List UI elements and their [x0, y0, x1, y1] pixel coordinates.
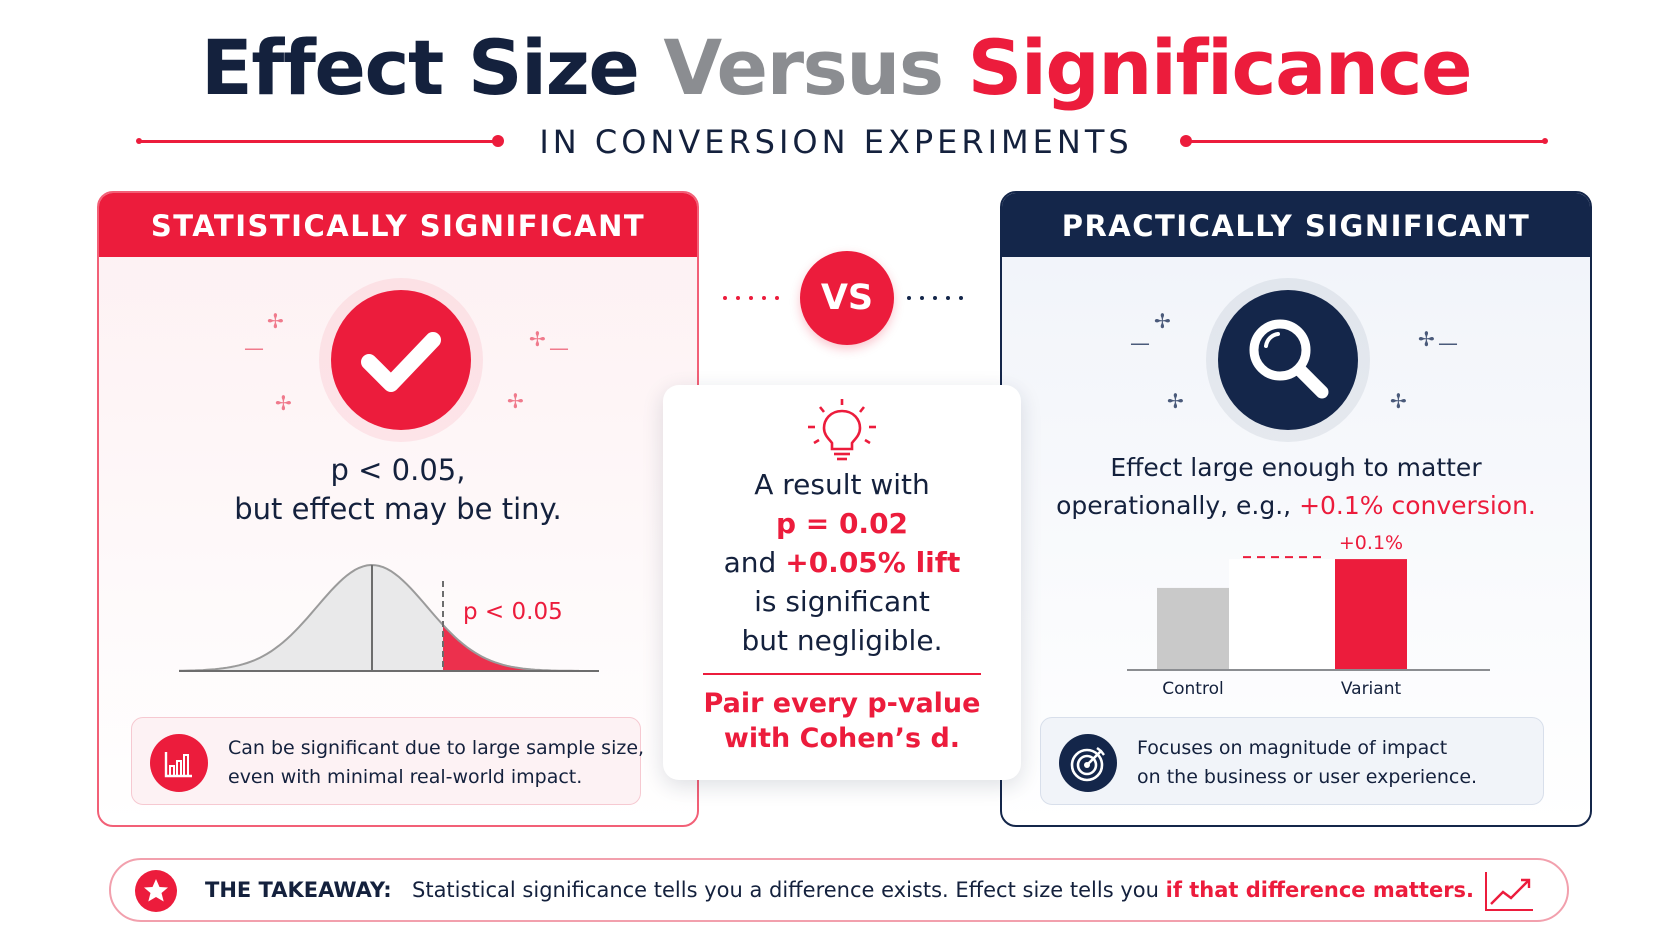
- bar-chart: Control Variant +0.1%: [1127, 532, 1490, 699]
- right-info-line-1: Focuses on magnitude of impact: [1137, 737, 1448, 759]
- title-part-1: Effect Size: [200, 23, 640, 112]
- rule-left: [139, 140, 499, 143]
- target-icon: [1059, 734, 1117, 792]
- center-divider: [703, 673, 981, 675]
- center-note: Pair every p-value with Cohen’s d.: [663, 686, 1021, 756]
- right-line-1: Effect large enough to matter: [1110, 453, 1482, 482]
- center-line-1: A result with: [754, 468, 930, 501]
- vs-badge: VS: [800, 251, 894, 345]
- sparkle-icon: ✢: [275, 391, 292, 415]
- subtitle-row: IN CONVERSION EXPERIMENTS: [0, 120, 1672, 164]
- bar-variant: [1335, 559, 1407, 670]
- sparkle-icon: ✢: [529, 327, 546, 351]
- dash-icon: —: [1130, 331, 1150, 355]
- center-example-card: A result with p = 0.02 and +0.05% lift i…: [663, 385, 1021, 780]
- practically-significant-panel: PRACTICALLY SIGNIFICANT ✢ — ✢ ✢ — ✢ Effe…: [1000, 191, 1592, 827]
- center-line-3-prefix: and: [723, 546, 777, 579]
- dots-right: [907, 296, 963, 300]
- left-panel-text: p < 0.05, but effect may be tiny.: [99, 451, 697, 529]
- magnifier-icon: [1218, 290, 1358, 430]
- dash-icon: —: [549, 336, 569, 360]
- bar-label-variant: Variant: [1341, 679, 1402, 699]
- right-panel-text: Effect large enough to matter operationa…: [1002, 449, 1590, 525]
- takeaway-main-text: Statistical significance tells you a dif…: [412, 878, 1159, 902]
- center-line-3-value: +0.05% lift: [785, 546, 961, 579]
- panel-header-left: STATISTICALLY SIGNIFICANT: [99, 193, 697, 257]
- right-line-2: operationally, e.g., +0.1% conversion.: [1002, 487, 1590, 525]
- lightbulb-icon: [808, 399, 876, 461]
- takeaway-label: THE TAKEAWAY:: [205, 878, 392, 902]
- star-icon: [135, 870, 177, 912]
- bar-chart-icon: [150, 734, 208, 792]
- title-part-2: Versus: [663, 23, 944, 112]
- center-text: A result with p = 0.02 and +0.05% lift i…: [663, 465, 1021, 660]
- dots-left: [723, 296, 779, 300]
- right-line-2-value: +0.1% conversion.: [1299, 491, 1536, 520]
- left-line-2: but effect may be tiny.: [234, 492, 562, 526]
- left-info-text: Can be significant due to large sample s…: [228, 734, 644, 792]
- dash-icon: —: [244, 336, 264, 360]
- rule-right: [1186, 140, 1546, 143]
- bar-annotation: +0.1%: [1339, 532, 1403, 554]
- bar-gap-highlight: [1229, 559, 1335, 670]
- rule-right-end: [1542, 138, 1548, 144]
- subtitle: IN CONVERSION EXPERIMENTS: [539, 123, 1133, 161]
- sparkle-icon: ✢: [1167, 389, 1184, 413]
- bar-control: [1157, 587, 1229, 670]
- sparkle-icon: ✢: [507, 389, 524, 413]
- statistically-significant-panel: STATISTICALLY SIGNIFICANT ✢ — ✢ ✢ — ✢ p …: [97, 191, 699, 827]
- center-line-5: but negligible.: [741, 624, 943, 657]
- center-note-line-2: with Cohen’s d.: [723, 723, 961, 754]
- center-line-2: p = 0.02: [775, 507, 909, 540]
- right-line-2-prefix: operationally, e.g.,: [1056, 491, 1292, 520]
- left-line-1: p < 0.05,: [330, 453, 466, 487]
- check-icon: [331, 290, 471, 430]
- right-info-line-2: on the business or user experience.: [1137, 766, 1478, 788]
- page-title: Effect Size Versus Significance: [0, 18, 1672, 118]
- bar-label-control: Control: [1162, 679, 1223, 699]
- center-note-line-1: Pair every p-value: [703, 688, 981, 719]
- sparkle-icon: ✢: [1418, 327, 1435, 351]
- curve-label: p < 0.05: [463, 599, 563, 625]
- title-part-3: Significance: [967, 23, 1473, 112]
- left-info-box: Can be significant due to large sample s…: [131, 717, 644, 805]
- right-info-box: Focuses on magnitude of impact on the bu…: [1040, 717, 1544, 805]
- dash-icon: —: [1438, 331, 1458, 355]
- takeaway-highlight: if that difference matters.: [1165, 878, 1475, 902]
- left-info-line-1: Can be significant due to large sample s…: [228, 737, 645, 759]
- right-info-text: Focuses on magnitude of impact on the bu…: [1137, 734, 1477, 792]
- center-line-4: is significant: [754, 585, 930, 618]
- center-line-3: and +0.05% lift: [663, 543, 1021, 582]
- takeaway-text: Statistical significance tells you a dif…: [412, 860, 1474, 920]
- left-info-line-2: even with minimal real-world impact.: [228, 766, 583, 788]
- sparkle-icon: ✢: [1154, 309, 1171, 333]
- takeaway-bar: THE TAKEAWAY: Statistical significance t…: [109, 858, 1569, 922]
- panel-header-right: PRACTICALLY SIGNIFICANT: [1002, 193, 1590, 257]
- sparkle-icon: ✢: [1390, 389, 1407, 413]
- trend-up-icon: [1485, 872, 1533, 911]
- rule-left-dot: [492, 135, 504, 147]
- sparkle-icon: ✢: [267, 309, 284, 333]
- normal-curve-illustration: p < 0.05: [179, 563, 599, 672]
